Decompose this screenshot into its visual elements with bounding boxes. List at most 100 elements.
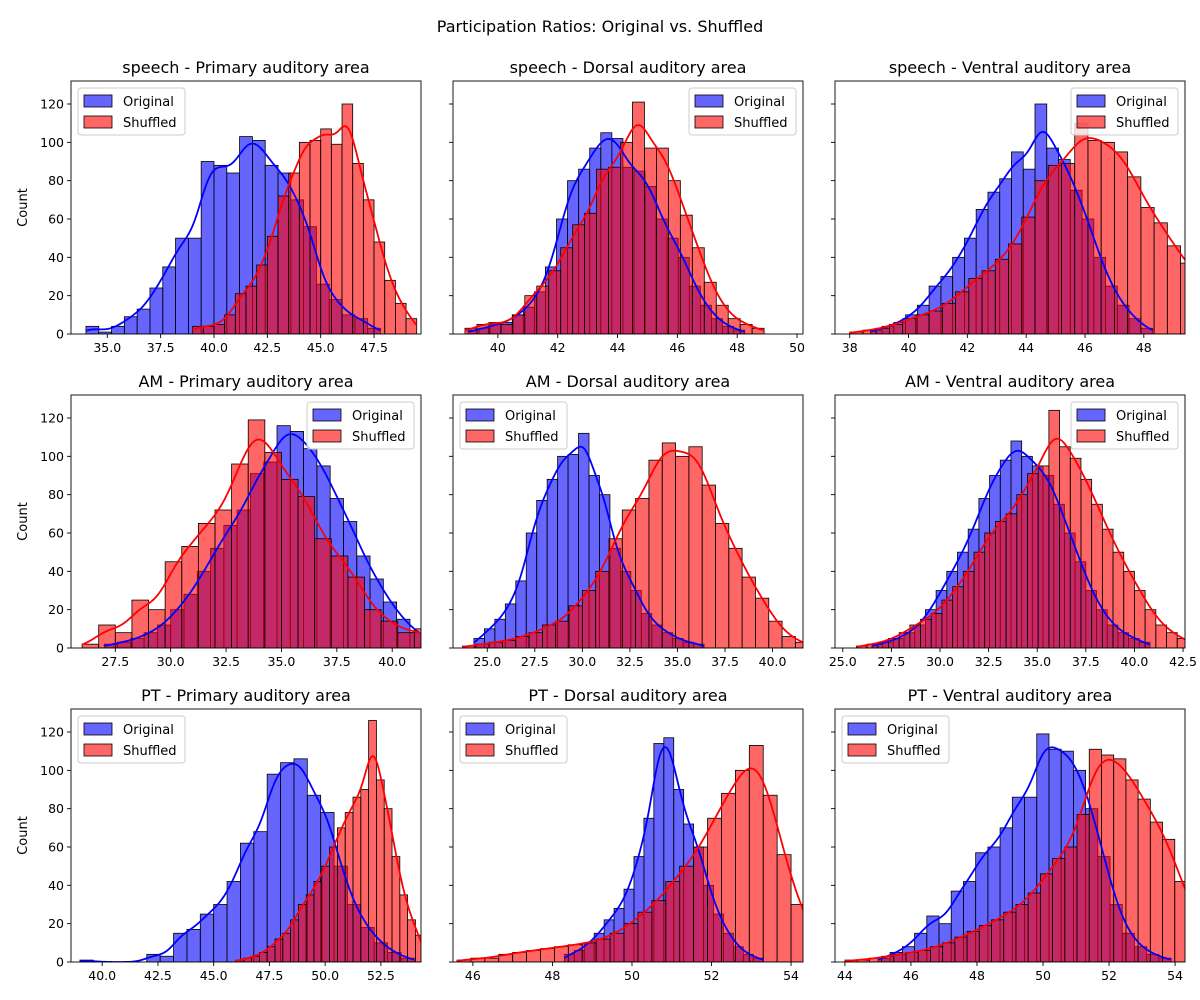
legend-label-shuffled: Shuffled bbox=[887, 744, 941, 759]
histogram-bar-shuffled bbox=[1008, 243, 1023, 334]
y-tick-label: 0 bbox=[56, 327, 64, 342]
histogram-bar-shuffled bbox=[397, 632, 415, 648]
legend-swatch-shuffled bbox=[847, 743, 877, 757]
y-axis-label: Count bbox=[16, 502, 31, 541]
histogram-bar-shuffled bbox=[917, 950, 931, 962]
histogram-bar-shuffled bbox=[1003, 911, 1017, 962]
histogram-bar-shuffled bbox=[928, 310, 943, 334]
histogram-bar-shuffled bbox=[330, 555, 349, 648]
histogram-bar-shuffled bbox=[264, 452, 282, 648]
histogram-bar-shuffled bbox=[632, 101, 645, 334]
histogram-bar-shuffled bbox=[1149, 821, 1163, 962]
x-tick-label: 47.5 bbox=[360, 340, 388, 355]
histogram-bar-shuffled bbox=[548, 270, 562, 334]
x-tick-label: 52 bbox=[704, 968, 720, 983]
legend-swatch-shuffled bbox=[312, 429, 342, 443]
histogram-bar-shuffled bbox=[941, 302, 956, 334]
histogram-bar-shuffled bbox=[984, 532, 996, 648]
histogram-bar-original bbox=[162, 266, 176, 334]
axes-frame bbox=[834, 80, 1186, 335]
x-tick-label: 42.5 bbox=[253, 340, 281, 355]
x-tick-label: 32.5 bbox=[616, 654, 644, 669]
histogram-bar-shuffled bbox=[941, 599, 954, 648]
histogram-bar-shuffled bbox=[656, 147, 669, 334]
histogram-bar-shuffled bbox=[554, 946, 569, 962]
histogram-bar-shuffled bbox=[1080, 478, 1093, 648]
histogram-bar-original bbox=[136, 308, 151, 334]
x-tick-label: 40.0 bbox=[88, 968, 116, 983]
x-tick-label: 37.5 bbox=[1072, 654, 1100, 669]
y-tick-label: 40 bbox=[48, 564, 64, 579]
histogram-bar-shuffled bbox=[715, 304, 729, 334]
x-tick-label: 46 bbox=[669, 340, 685, 355]
histogram-bar-shuffled bbox=[968, 278, 983, 334]
legend: Original Shuffled bbox=[1070, 87, 1179, 136]
histogram-bar-shuffled bbox=[1059, 446, 1071, 648]
histogram-bar-original bbox=[187, 237, 202, 334]
histogram-bar-shuffled bbox=[305, 894, 315, 962]
kde-line-shuffled bbox=[192, 125, 418, 331]
x-tick-label: 40.0 bbox=[378, 654, 406, 669]
histogram-bar-original bbox=[226, 881, 241, 962]
legend-label-shuffled: Shuffled bbox=[352, 430, 406, 445]
histogram-bar-original bbox=[423, 640, 436, 648]
histogram-bar-shuffled bbox=[313, 881, 323, 962]
histogram-bar-shuffled bbox=[768, 620, 783, 648]
subplot-title: speech - Primary auditory area bbox=[122, 58, 369, 77]
x-tick-label: 50 bbox=[624, 968, 640, 983]
plot-area bbox=[849, 103, 1200, 334]
legend-label-original: Original bbox=[1116, 409, 1167, 424]
histogram-bar-shuffled bbox=[540, 948, 555, 962]
histogram-bar-shuffled bbox=[1166, 245, 1181, 334]
y-tick-label: 80 bbox=[48, 801, 64, 816]
axes-frame bbox=[452, 708, 804, 963]
histogram-bar-shuffled bbox=[266, 235, 279, 334]
legend-label-original: Original bbox=[352, 409, 403, 424]
subplot-6: 25.0 27.5 30.0 32.5 35.0 37.5 40.0 42.5 AM - Ven… bbox=[829, 372, 1197, 669]
x-tick-label: 54 bbox=[783, 968, 799, 983]
x-tick-label: 30.0 bbox=[926, 654, 954, 669]
histogram-bar-shuffled bbox=[973, 551, 986, 648]
histogram-bar-shuffled bbox=[1027, 473, 1039, 648]
legend-label-shuffled: Shuffled bbox=[1116, 116, 1170, 131]
legend-swatch-shuffled bbox=[465, 743, 495, 757]
subplot-5: 25.0 27.5 30.0 32.5 35.0 37.5 40.0 AM - Dorsal … bbox=[449, 372, 804, 669]
histogram-bar-shuffled bbox=[794, 641, 803, 648]
legend-swatch-original bbox=[83, 94, 113, 108]
x-tick-label: 30.0 bbox=[568, 654, 596, 669]
x-tick-label: 48 bbox=[969, 968, 985, 983]
y-tick-label: 80 bbox=[48, 173, 64, 188]
histogram-bar-shuffled bbox=[298, 141, 311, 334]
subplot-2: 40 42 44 46 48 50 speech - Dorsal auditory are… bbox=[449, 58, 805, 355]
histogram-bar-shuffled bbox=[995, 521, 1007, 648]
histogram-bar-shuffled bbox=[1052, 858, 1066, 962]
y-tick-label: 120 bbox=[40, 725, 64, 740]
histogram-bar-shuffled bbox=[675, 455, 690, 648]
histogram-bar-shuffled bbox=[679, 865, 695, 962]
x-tick-label: 50.0 bbox=[311, 968, 339, 983]
histogram-bar-shuffled bbox=[1100, 141, 1115, 334]
histogram-bar-shuffled bbox=[721, 792, 736, 962]
histogram-bar-shuffled bbox=[1194, 280, 1200, 334]
subplot-title: speech - Ventral auditory area bbox=[889, 58, 1131, 77]
legend: Original Shuffled bbox=[306, 401, 415, 450]
kde-line-shuffled bbox=[849, 137, 1185, 334]
histogram-bar-shuffled bbox=[234, 293, 247, 334]
histogram-bar-shuffled bbox=[282, 932, 291, 962]
kde-line-shuffled bbox=[464, 124, 765, 332]
histogram-bar-shuffled bbox=[1113, 758, 1127, 962]
x-tick-label: 27.5 bbox=[101, 654, 129, 669]
histogram-bar-shuffled bbox=[1048, 409, 1060, 648]
legend-swatch-shuffled bbox=[83, 115, 113, 129]
histogram-bar-shuffled bbox=[81, 643, 100, 648]
histogram-bar-shuffled bbox=[819, 951, 833, 963]
histogram-bar-shuffled bbox=[197, 523, 216, 648]
legend-label-shuffled: Shuffled bbox=[505, 430, 559, 445]
histogram-bar-shuffled bbox=[667, 180, 681, 334]
histogram-bar-shuffled bbox=[314, 538, 332, 648]
x-tick-label: 38 bbox=[842, 340, 858, 355]
x-tick-label: 42.5 bbox=[1169, 654, 1197, 669]
y-tick-label: 120 bbox=[40, 97, 64, 112]
histogram-bar-shuffled bbox=[1187, 912, 1199, 962]
